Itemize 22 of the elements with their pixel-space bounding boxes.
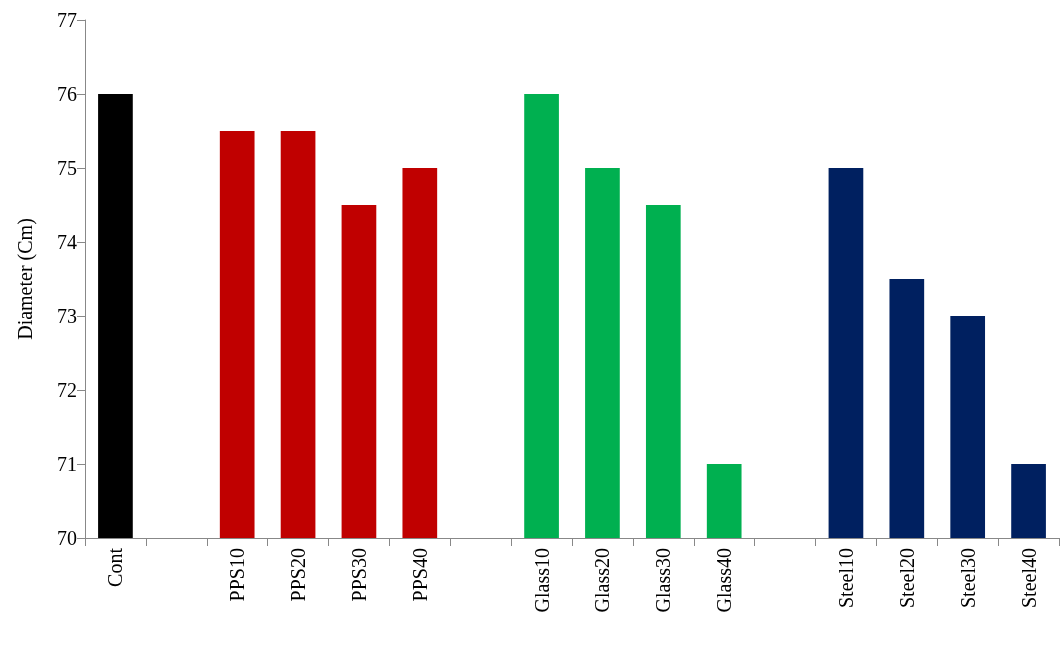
x-tick-label: Steel10 — [834, 548, 857, 608]
x-tick-label: PPS20 — [287, 548, 310, 602]
y-tick-label: 71 — [57, 453, 77, 475]
x-tick-label: PPS30 — [347, 548, 370, 602]
x-tick-label: PPS40 — [408, 548, 431, 602]
y-tick-label: 77 — [57, 9, 77, 31]
x-tick-label: Glass30 — [652, 548, 675, 613]
y-tick-label: 76 — [57, 83, 77, 105]
x-tick-label: Glass10 — [530, 548, 553, 613]
y-tick-label: 74 — [57, 231, 77, 253]
x-tick-label: Glass20 — [591, 548, 614, 613]
x-tick-label: PPS10 — [226, 548, 249, 602]
x-tick-label: Steel20 — [895, 548, 918, 608]
y-tick-label: 70 — [57, 527, 77, 549]
x-tick-label: Steel40 — [1017, 548, 1040, 608]
y-tick-label: 75 — [57, 157, 77, 179]
x-tick-label: Steel30 — [956, 548, 979, 608]
y-tick-label: 72 — [57, 379, 77, 401]
x-tick-label: Cont — [104, 547, 127, 587]
y-tick-label: 73 — [57, 305, 77, 327]
y-axis-title: Diameter (Cm) — [14, 218, 37, 340]
x-tick-label: Glass40 — [713, 548, 736, 613]
